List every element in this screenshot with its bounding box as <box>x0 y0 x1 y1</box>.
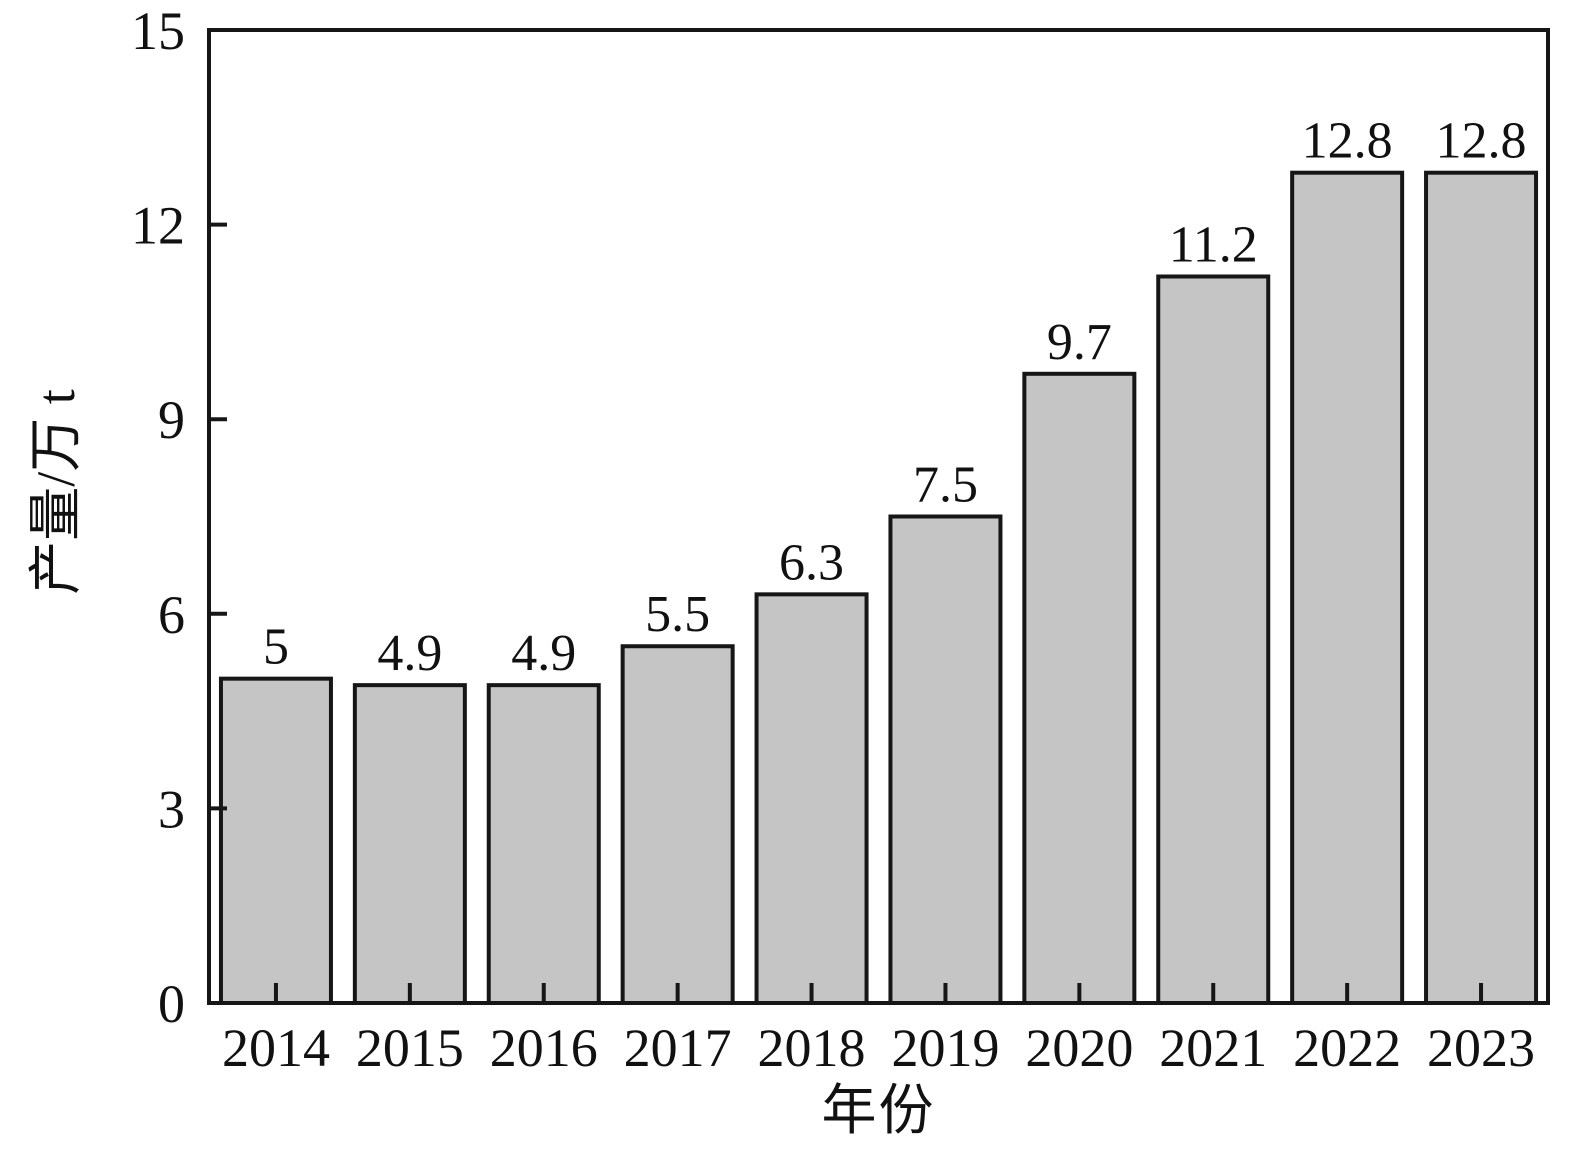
bar-2017 <box>620 644 735 1005</box>
bar-2014 <box>218 676 333 1006</box>
bar-2018 <box>754 592 869 1006</box>
bar-2019 <box>888 514 1003 1005</box>
x-tick-label-2017: 2017 <box>624 1018 732 1078</box>
x-tick-label-2023: 2023 <box>1427 1018 1535 1078</box>
value-label-2021: 11.2 <box>1169 216 1258 273</box>
y-axis-title: 产量/万 t <box>26 389 86 595</box>
y-tick-label-3: 3 <box>158 779 185 839</box>
plot-frame <box>207 28 1550 1005</box>
bar-2021 <box>1156 274 1271 1005</box>
x-tick-label-2015: 2015 <box>356 1018 464 1078</box>
value-label-2015: 4.9 <box>377 625 442 682</box>
tick-labels-group: 2014 2015 2016 2017 2018 2019 2020 2021 2022 2023… <box>131 1 1535 1078</box>
value-label-2020: 9.7 <box>1047 314 1112 371</box>
x-tick-label-2021: 2021 <box>1159 1018 1267 1078</box>
value-label-2022: 12.8 <box>1302 113 1393 170</box>
y-tick-label-9: 9 <box>158 390 185 450</box>
bar-2023 <box>1424 170 1539 1005</box>
value-labels-group: 5 4.9 4.9 5.5 6.3 7.5 9.7 11.2 12.8 12.8 <box>263 113 1527 682</box>
value-label-2014: 5 <box>263 619 289 676</box>
y-tick-label-12: 12 <box>131 196 185 256</box>
value-label-2017: 5.5 <box>645 586 710 643</box>
bar-2020 <box>1022 371 1137 1005</box>
value-label-2023: 12.8 <box>1436 113 1527 170</box>
y-tick-label-6: 6 <box>158 585 185 645</box>
value-label-2016: 4.9 <box>511 625 576 682</box>
x-tick-label-2019: 2019 <box>891 1018 999 1078</box>
y-tick-label-0: 0 <box>158 974 185 1034</box>
x-tick-label-2022: 2022 <box>1293 1018 1401 1078</box>
x-tick-label-2016: 2016 <box>490 1018 598 1078</box>
axis-frame-group <box>207 28 1550 1005</box>
x-axis-title: 年份 <box>821 1080 936 1141</box>
value-label-2019: 7.5 <box>913 457 978 514</box>
x-tick-label-2018: 2018 <box>758 1018 866 1078</box>
bar-2016 <box>486 683 601 1005</box>
bar-2022 <box>1290 170 1405 1005</box>
bar-2015 <box>352 683 467 1005</box>
x-tick-label-2020: 2020 <box>1025 1018 1133 1078</box>
tick-marks-group <box>209 222 1484 1003</box>
y-tick-label-15: 15 <box>131 1 185 61</box>
value-label-2018: 6.3 <box>779 534 844 591</box>
bars-group <box>218 170 1539 1006</box>
x-tick-label-2014: 2014 <box>222 1018 330 1078</box>
